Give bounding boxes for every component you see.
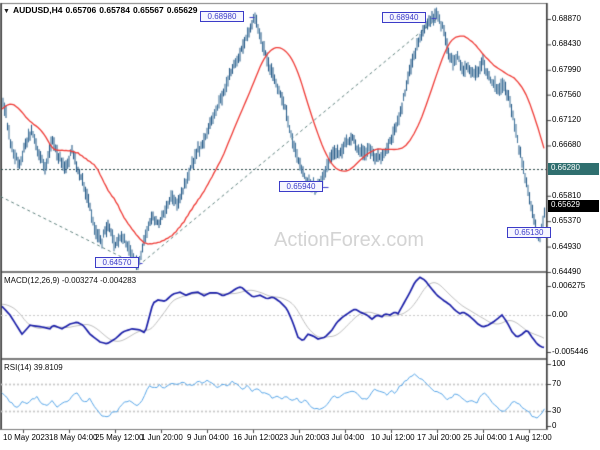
axis-level-box-0.66280: 0.66280 [548, 163, 599, 175]
quote-open: 0.65706 [65, 5, 97, 15]
time-tick-11: 25 Jul 04:00 [463, 433, 507, 442]
time-tick-4: 1 Jun 20:00 [141, 433, 183, 442]
rsi-indicator-header: RSI(14) 39.8109 [4, 363, 63, 372]
macd-tick-0.00: 0.00 [552, 310, 568, 319]
symbol-timeframe-label: AUDUSD,H4 [12, 5, 63, 15]
price-annotation-low-0.64570[interactable]: 0.64570 [95, 257, 139, 268]
price-tick-0.65810: 0.65810 [552, 191, 581, 200]
price-tick-0.64490: 0.64490 [552, 267, 581, 276]
symbol-dropdown-icon[interactable]: ▼ [3, 8, 10, 15]
rsi-tick-70: 70 [552, 379, 561, 388]
time-tick-8: 3 Jul 04:00 [325, 433, 365, 442]
macd-label: MACD(12,26,9) [4, 276, 60, 285]
time-tick-6: 16 Jun 12:00 [233, 433, 280, 442]
macd-value-1: -0.003274 [61, 276, 98, 285]
time-tick-7: 23 Jun 20:00 [279, 433, 326, 442]
rsi-tick-30: 30 [552, 406, 561, 415]
time-tick-12: 1 Aug 12:00 [509, 433, 552, 442]
axis-current-price-box: 0.65629 [548, 200, 599, 212]
time-tick-10: 17 Jul 20:00 [417, 433, 461, 442]
rsi-tick-0: 0 [552, 421, 557, 430]
rsi-tick-100: 100 [552, 359, 566, 368]
price-tick-0.68430: 0.68430 [552, 39, 581, 48]
macd-tick--0.005446: -0.005446 [552, 347, 589, 356]
price-annotation-low-0.65940[interactable]: 0.65940 [279, 181, 323, 192]
macd-value-2: -0.004283 [100, 276, 137, 285]
time-tick-2: 18 May 04:00 [49, 433, 98, 442]
time-tick-5: 9 Jun 04:00 [187, 433, 229, 442]
macd-indicator-header: MACD(12,26,9) -0.003274 -0.004283 [4, 276, 136, 285]
quote-low: 0.65567 [133, 5, 164, 15]
macd-tick-0.006275: 0.006275 [552, 281, 586, 290]
price-tick-0.66680: 0.66680 [552, 140, 581, 149]
quote-close: 0.65629 [166, 5, 198, 15]
rsi-label: RSI(14) [4, 363, 32, 372]
time-tick-9: 10 Jul 12:00 [371, 433, 415, 442]
quote-high: 0.65784 [99, 5, 130, 15]
price-annotation-low-0.65130[interactable]: 0.65130 [507, 227, 551, 238]
price-tick-0.67120: 0.67120 [552, 115, 581, 124]
price-tick-0.65370: 0.65370 [552, 216, 581, 225]
chart-title: ▼ AUDUSD,H4 0.65706 0.65784 0.65567 0.65629 [3, 5, 200, 15]
price-tick-0.64930: 0.64930 [552, 242, 581, 251]
price-tick-0.68870: 0.68870 [552, 14, 581, 23]
price-annotation-high-0.68980[interactable]: 0.68980 [200, 11, 244, 22]
price-tick-0.67560: 0.67560 [552, 90, 581, 99]
time-tick-3: 25 May 12:00 [95, 433, 144, 442]
rsi-value: 39.8109 [33, 363, 63, 372]
actionforex-watermark: ActionForex.com [274, 229, 425, 251]
price-annotation-high-0.68940[interactable]: 0.68940 [382, 12, 426, 23]
time-tick-1: 10 May 2023 [3, 433, 50, 442]
price-tick-0.67990: 0.67990 [552, 65, 581, 74]
